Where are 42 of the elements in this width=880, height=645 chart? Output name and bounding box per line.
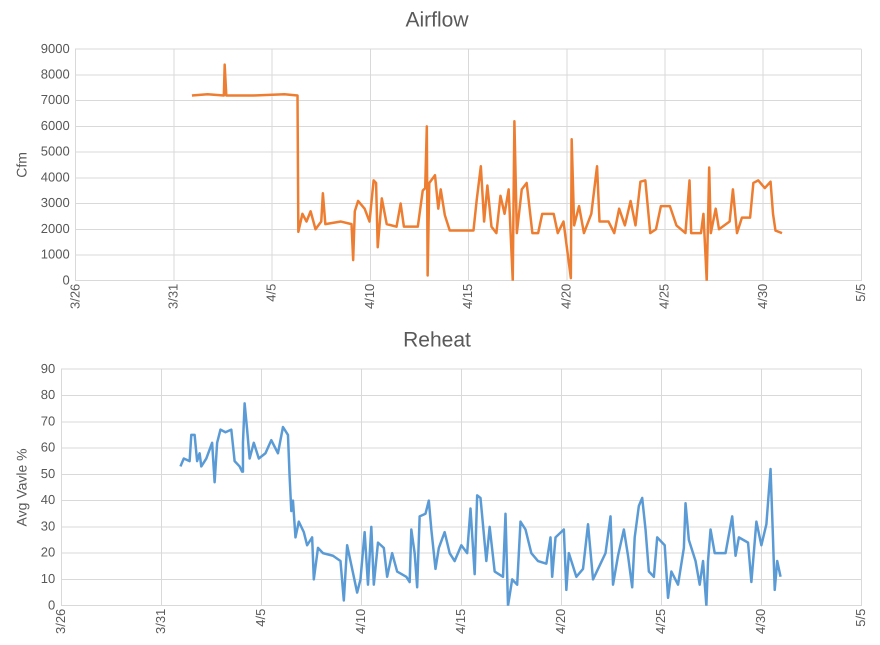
y-tick-label: 10	[40, 571, 56, 586]
x-tick-label: 4/15	[452, 608, 468, 634]
x-tick-label: 4/30	[752, 608, 768, 634]
y-tick-label: 0	[48, 597, 56, 612]
y-axis-title: Cfm	[13, 152, 30, 178]
chart-title: Airflow	[405, 8, 470, 32]
y-tick-label: 2000	[40, 220, 70, 236]
y-tick-label: 8000	[40, 66, 70, 82]
y-tick-label: 40	[40, 492, 56, 508]
y-tick-label: 80	[40, 387, 56, 402]
y-tick-label: 0	[62, 272, 70, 288]
x-tick-label: 3/31	[166, 284, 181, 310]
y-tick-label: 20	[40, 544, 56, 560]
x-tick-label: 4/5	[252, 608, 268, 627]
y-tick-label: 5000	[40, 144, 70, 159]
y-axis-title: Avg Vavle %	[13, 448, 30, 526]
x-tick-label: 3/26	[52, 608, 68, 634]
x-tick-label: 4/20	[558, 284, 574, 310]
y-tick-label: 60	[40, 440, 56, 455]
x-tick-label: 4/25	[656, 284, 672, 310]
x-tick-label: 4/15	[460, 284, 476, 310]
x-tick-label: 3/31	[152, 608, 168, 634]
chart-title: Reheat	[403, 328, 472, 352]
x-tick-label: 4/30	[754, 284, 770, 310]
x-tick-label: 4/10	[352, 608, 368, 634]
x-tick-label: 4/10	[362, 284, 377, 310]
y-tick-label: 1000	[40, 246, 70, 262]
y-tick-label: 70	[40, 413, 56, 428]
x-tick-label: 3/26	[67, 284, 82, 310]
y-tick-label: 50	[40, 466, 56, 481]
x-tick-label: 5/5	[852, 608, 868, 627]
y-tick-label: 4000	[40, 169, 70, 184]
y-tick-label: 3000	[40, 195, 70, 210]
y-tick-label: 6000	[40, 118, 70, 133]
y-tick-label: 90	[40, 360, 56, 376]
x-tick-label: 4/20	[552, 608, 568, 634]
x-tick-label: 4/5	[264, 284, 279, 302]
x-tick-label: 5/5	[852, 284, 868, 302]
y-tick-label: 9000	[40, 40, 70, 56]
y-tick-label: 7000	[40, 92, 70, 108]
y-tick-label: 30	[40, 518, 56, 534]
x-tick-label: 4/25	[652, 608, 668, 634]
